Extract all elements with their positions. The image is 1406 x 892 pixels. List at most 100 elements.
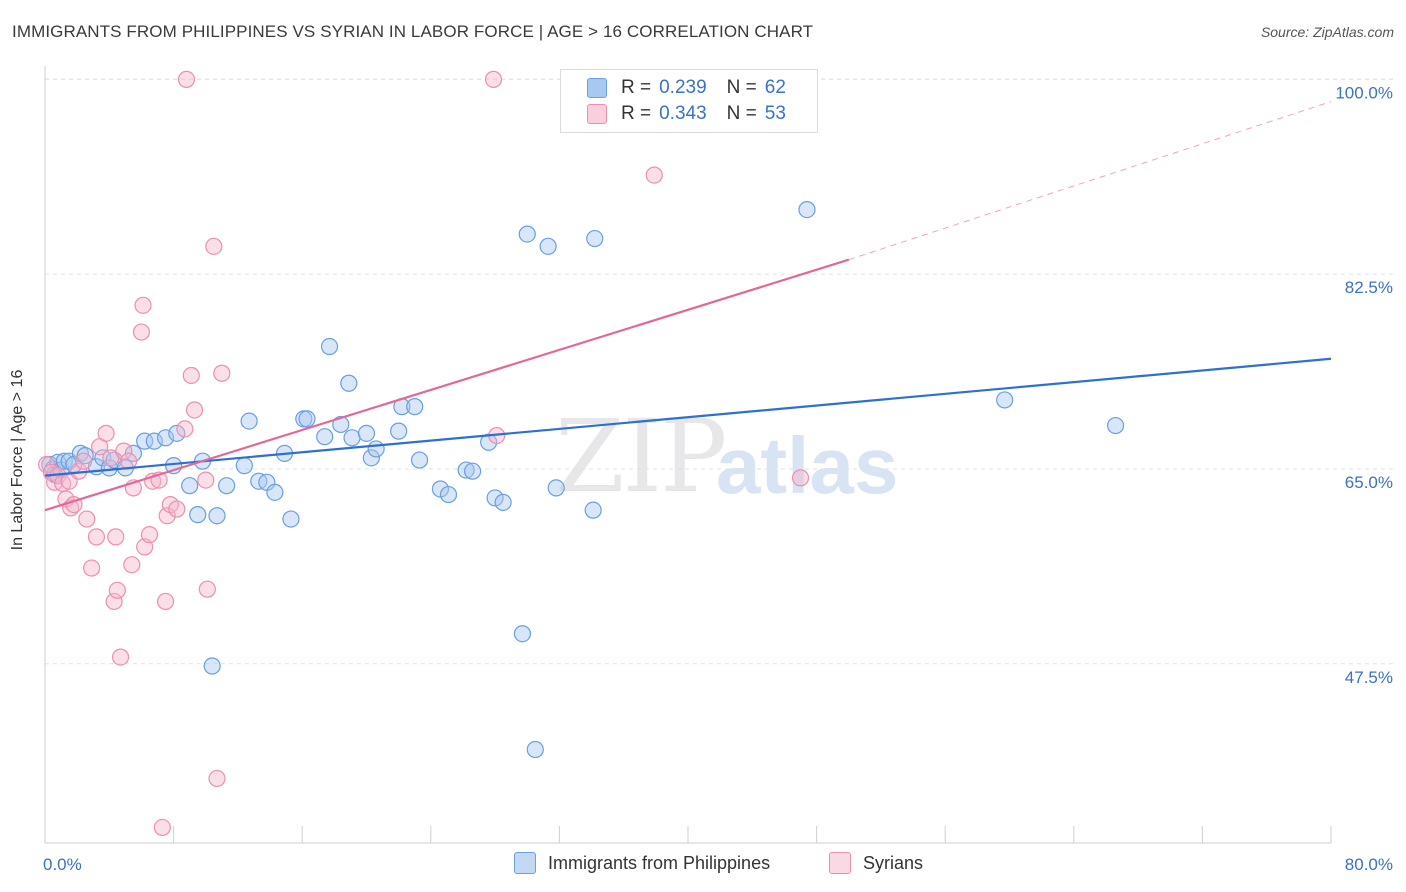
y-tick-label: 65.0% [1345,473,1393,492]
point-philippines [798,201,816,219]
x-tick-label-start: 0.0% [43,855,82,874]
bottom-legend-philippines: Immigrants from Philippines [514,852,770,874]
point-philippines [547,479,565,497]
point-philippines [145,432,163,450]
point-syrians [111,648,130,666]
point-philippines [218,477,236,495]
point-philippines [410,451,429,469]
point-syrians [105,592,123,611]
point-philippines [240,412,258,430]
legend-row-syrians: R = 0.343 N = 53 [587,102,786,126]
point-philippines [390,422,408,440]
point-philippines [486,489,504,507]
n-value: 62 [764,77,786,98]
point-syrians [153,818,171,837]
r-label: R = [621,103,652,124]
point-syrians [123,556,141,574]
point-philippines [168,424,186,442]
r-label: R = [621,77,652,98]
bottom-legend-label: Syrians [863,852,924,873]
point-philippines [55,452,73,470]
point-syrians [108,581,126,599]
point-philippines [203,657,221,675]
bottom-legend-label: Immigrants from Philippines [548,852,771,873]
point-philippines [282,510,300,528]
point-syrians [197,471,215,489]
point-syrians [208,769,226,788]
y-tick-label: 82.5% [1345,278,1393,297]
point-syrians [78,510,96,528]
x-tick-label-end: 80.0% [1345,855,1393,874]
n-label: N = [726,103,757,124]
point-syrians [97,424,115,442]
point-philippines [332,415,350,434]
chart-title: IMMIGRANTS FROM PHILIPPINES VS SYRIAN IN… [12,22,814,41]
point-syrians [134,296,152,314]
watermark-zip: ZIP [555,398,727,515]
point-philippines [340,374,358,392]
point-philippines [208,507,226,525]
point-syrians [115,442,133,460]
point-philippines [316,428,334,446]
legend-row-philippines: R = 0.239 N = 62 [587,76,786,100]
point-syrians [87,528,106,546]
point-syrians [83,559,101,577]
point-philippines [463,462,482,480]
source-label: Source: ZipAtlas.com [1260,24,1394,40]
correlation-legend: R = 0.239 N = 62 R = 0.343 N = 53 [560,69,818,133]
point-philippines [362,449,380,467]
point-philippines [406,398,424,416]
y-tick-label: 100.0% [1335,83,1393,102]
point-philippines [526,740,544,759]
point-philippines [518,225,536,243]
point-syrians [177,70,196,88]
point-philippines [320,337,339,356]
point-syrians [791,469,810,487]
point-syrians [213,364,231,382]
point-philippines [181,477,199,495]
point-syrians [158,507,176,525]
trendline-syrians [44,258,850,512]
point-philippines [539,237,557,255]
point-syrians [74,452,93,470]
point-syrians [185,401,204,419]
point-syrians [198,580,216,598]
r-value: 0.343 [659,103,707,124]
point-philippines [235,457,253,475]
n-value: 53 [764,103,786,124]
trendline-philippines [44,357,1332,477]
bottom-swatch-philippines [514,852,536,874]
point-philippines [586,229,604,248]
point-philippines [343,429,361,447]
point-syrians [205,237,223,255]
point-syrians [132,323,151,341]
point-syrians [168,500,186,518]
point-philippines [439,485,458,504]
point-philippines [298,410,316,428]
y-tick-label: 47.5% [1345,668,1393,687]
point-philippines [494,493,512,511]
point-philippines [457,461,475,479]
point-philippines [136,432,154,450]
watermark-atlas: atlas [716,421,899,510]
point-philippines [266,483,284,501]
point-syrians [140,526,159,544]
point-syrians [119,452,138,470]
point-syrians [176,420,194,438]
point-philippines [357,424,376,442]
trendline-syrians [848,101,1332,261]
bottom-legend-syrians: Syrians [829,852,923,874]
bottom-swatch-syrians [829,852,851,874]
point-syrians [182,366,200,385]
point-philippines [996,391,1014,409]
point-philippines [156,429,175,447]
point-philippines [1106,416,1125,435]
point-philippines [584,501,602,519]
point-syrians [645,166,663,184]
point-philippines [189,506,207,524]
y-axis-label: In Labor Force | Age > 16 [9,369,26,551]
point-syrians [107,528,125,546]
n-label: N = [726,77,757,98]
point-philippines [367,440,385,458]
